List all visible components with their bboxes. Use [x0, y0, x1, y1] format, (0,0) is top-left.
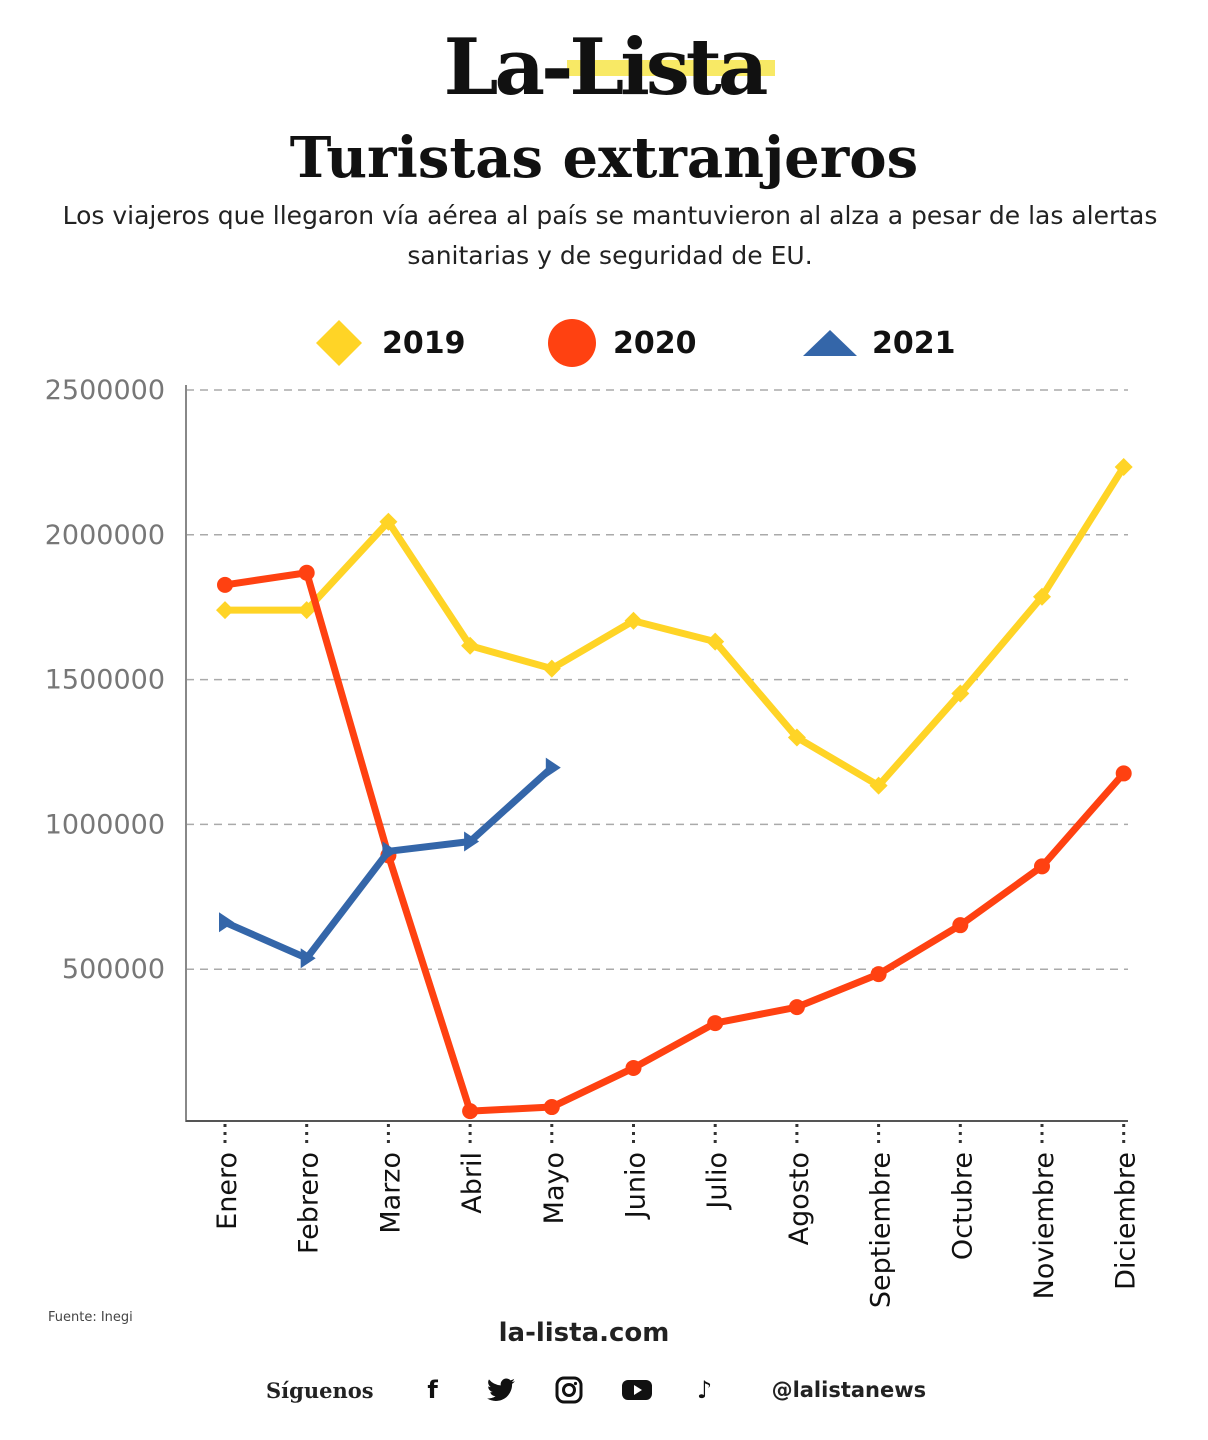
data-point [464, 831, 480, 852]
page-title: Turistas extranjeros [289, 125, 919, 191]
x-tick-label: Diciembre [1111, 1152, 1142, 1290]
x-tick-label: Julio [702, 1152, 733, 1211]
data-point [869, 776, 888, 795]
y-tick-label: 1500000 [45, 665, 165, 696]
legend-label: 2020 [613, 325, 697, 361]
site-link[interactable]: la-lista.com [498, 1318, 670, 1348]
subtitle: Los viajeros que llegaron vía aérea al p… [62, 201, 1158, 270]
data-point [300, 948, 316, 969]
x-tick-label: Agosto [784, 1152, 815, 1245]
data-point [870, 966, 887, 983]
data-point [624, 611, 643, 630]
y-tick-label: 1000000 [45, 809, 165, 840]
legend-item-2020: 2020 [547, 316, 697, 370]
data-point [707, 1015, 724, 1032]
tiktok-icon[interactable]: ♪ [696, 1376, 713, 1404]
x-tick-label: Noviembre [1029, 1152, 1060, 1299]
youtube-icon[interactable] [621, 1375, 652, 1405]
social-handle[interactable]: @lalistanews [771, 1378, 927, 1402]
logo: La-Lista [443, 22, 769, 113]
data-point [1034, 858, 1050, 875]
data-point [1033, 587, 1051, 606]
legend-item-2019: 2019 [314, 316, 466, 370]
data-point [951, 684, 970, 703]
data-point [952, 917, 969, 934]
y-tick-label: 500000 [62, 954, 165, 985]
series-2019 [216, 458, 1133, 795]
social-bar: Síguenos f ♪ @lalistanews [266, 1372, 926, 1408]
data-point [379, 512, 398, 531]
line-chart: 2500000 2000000 1500000 1000000 500000 Enero F… [45, 375, 1142, 1308]
circle-icon [548, 319, 596, 367]
data-point [542, 659, 561, 678]
data-point [217, 576, 233, 593]
triangle-icon [803, 330, 857, 356]
data-point [787, 728, 806, 747]
series-line [224, 569, 1127, 1115]
x-tick-label: Septiembre [866, 1152, 897, 1308]
y-tick-label: 2500000 [45, 375, 165, 406]
data-point [462, 1103, 479, 1120]
data-point [297, 601, 316, 620]
diamond-icon [316, 320, 362, 366]
source-note: Fuente: Inegi [48, 1310, 133, 1325]
data-point [706, 632, 725, 651]
x-tick-label: Junio [621, 1152, 652, 1220]
data-point [1114, 458, 1133, 477]
twitter-icon[interactable] [486, 1375, 516, 1405]
data-point [298, 564, 315, 581]
legend-item-2021: 2021 [802, 316, 956, 370]
data-point [216, 601, 234, 620]
x-tick-label: Marzo [375, 1152, 406, 1234]
legend-label: 2019 [382, 325, 466, 361]
follow-label: Síguenos [266, 1377, 374, 1403]
series-line [225, 465, 1127, 790]
data-point [1115, 765, 1132, 782]
x-tick-label: Abril [457, 1152, 488, 1214]
y-tick-label: 2000000 [45, 520, 165, 551]
data-point [625, 1059, 642, 1076]
data-point [219, 912, 234, 933]
data-point [788, 999, 805, 1016]
instagram-icon[interactable] [554, 1375, 584, 1405]
data-point [545, 757, 561, 778]
series-2020 [217, 564, 1132, 1120]
x-tick-label: Enero [212, 1152, 243, 1230]
facebook-icon[interactable]: f [427, 1376, 438, 1404]
x-tick-label: Mayo [539, 1152, 570, 1224]
legend: 2019 2020 2021 [0, 316, 1208, 370]
x-tick-label: Octubre [947, 1152, 978, 1260]
data-point [382, 841, 398, 862]
legend-label: 2021 [872, 325, 956, 361]
data-point [461, 636, 480, 655]
data-point [543, 1099, 560, 1116]
logo-highlight [567, 60, 775, 76]
series-2021 [219, 757, 561, 969]
x-tick-label: Febrero [294, 1152, 325, 1254]
